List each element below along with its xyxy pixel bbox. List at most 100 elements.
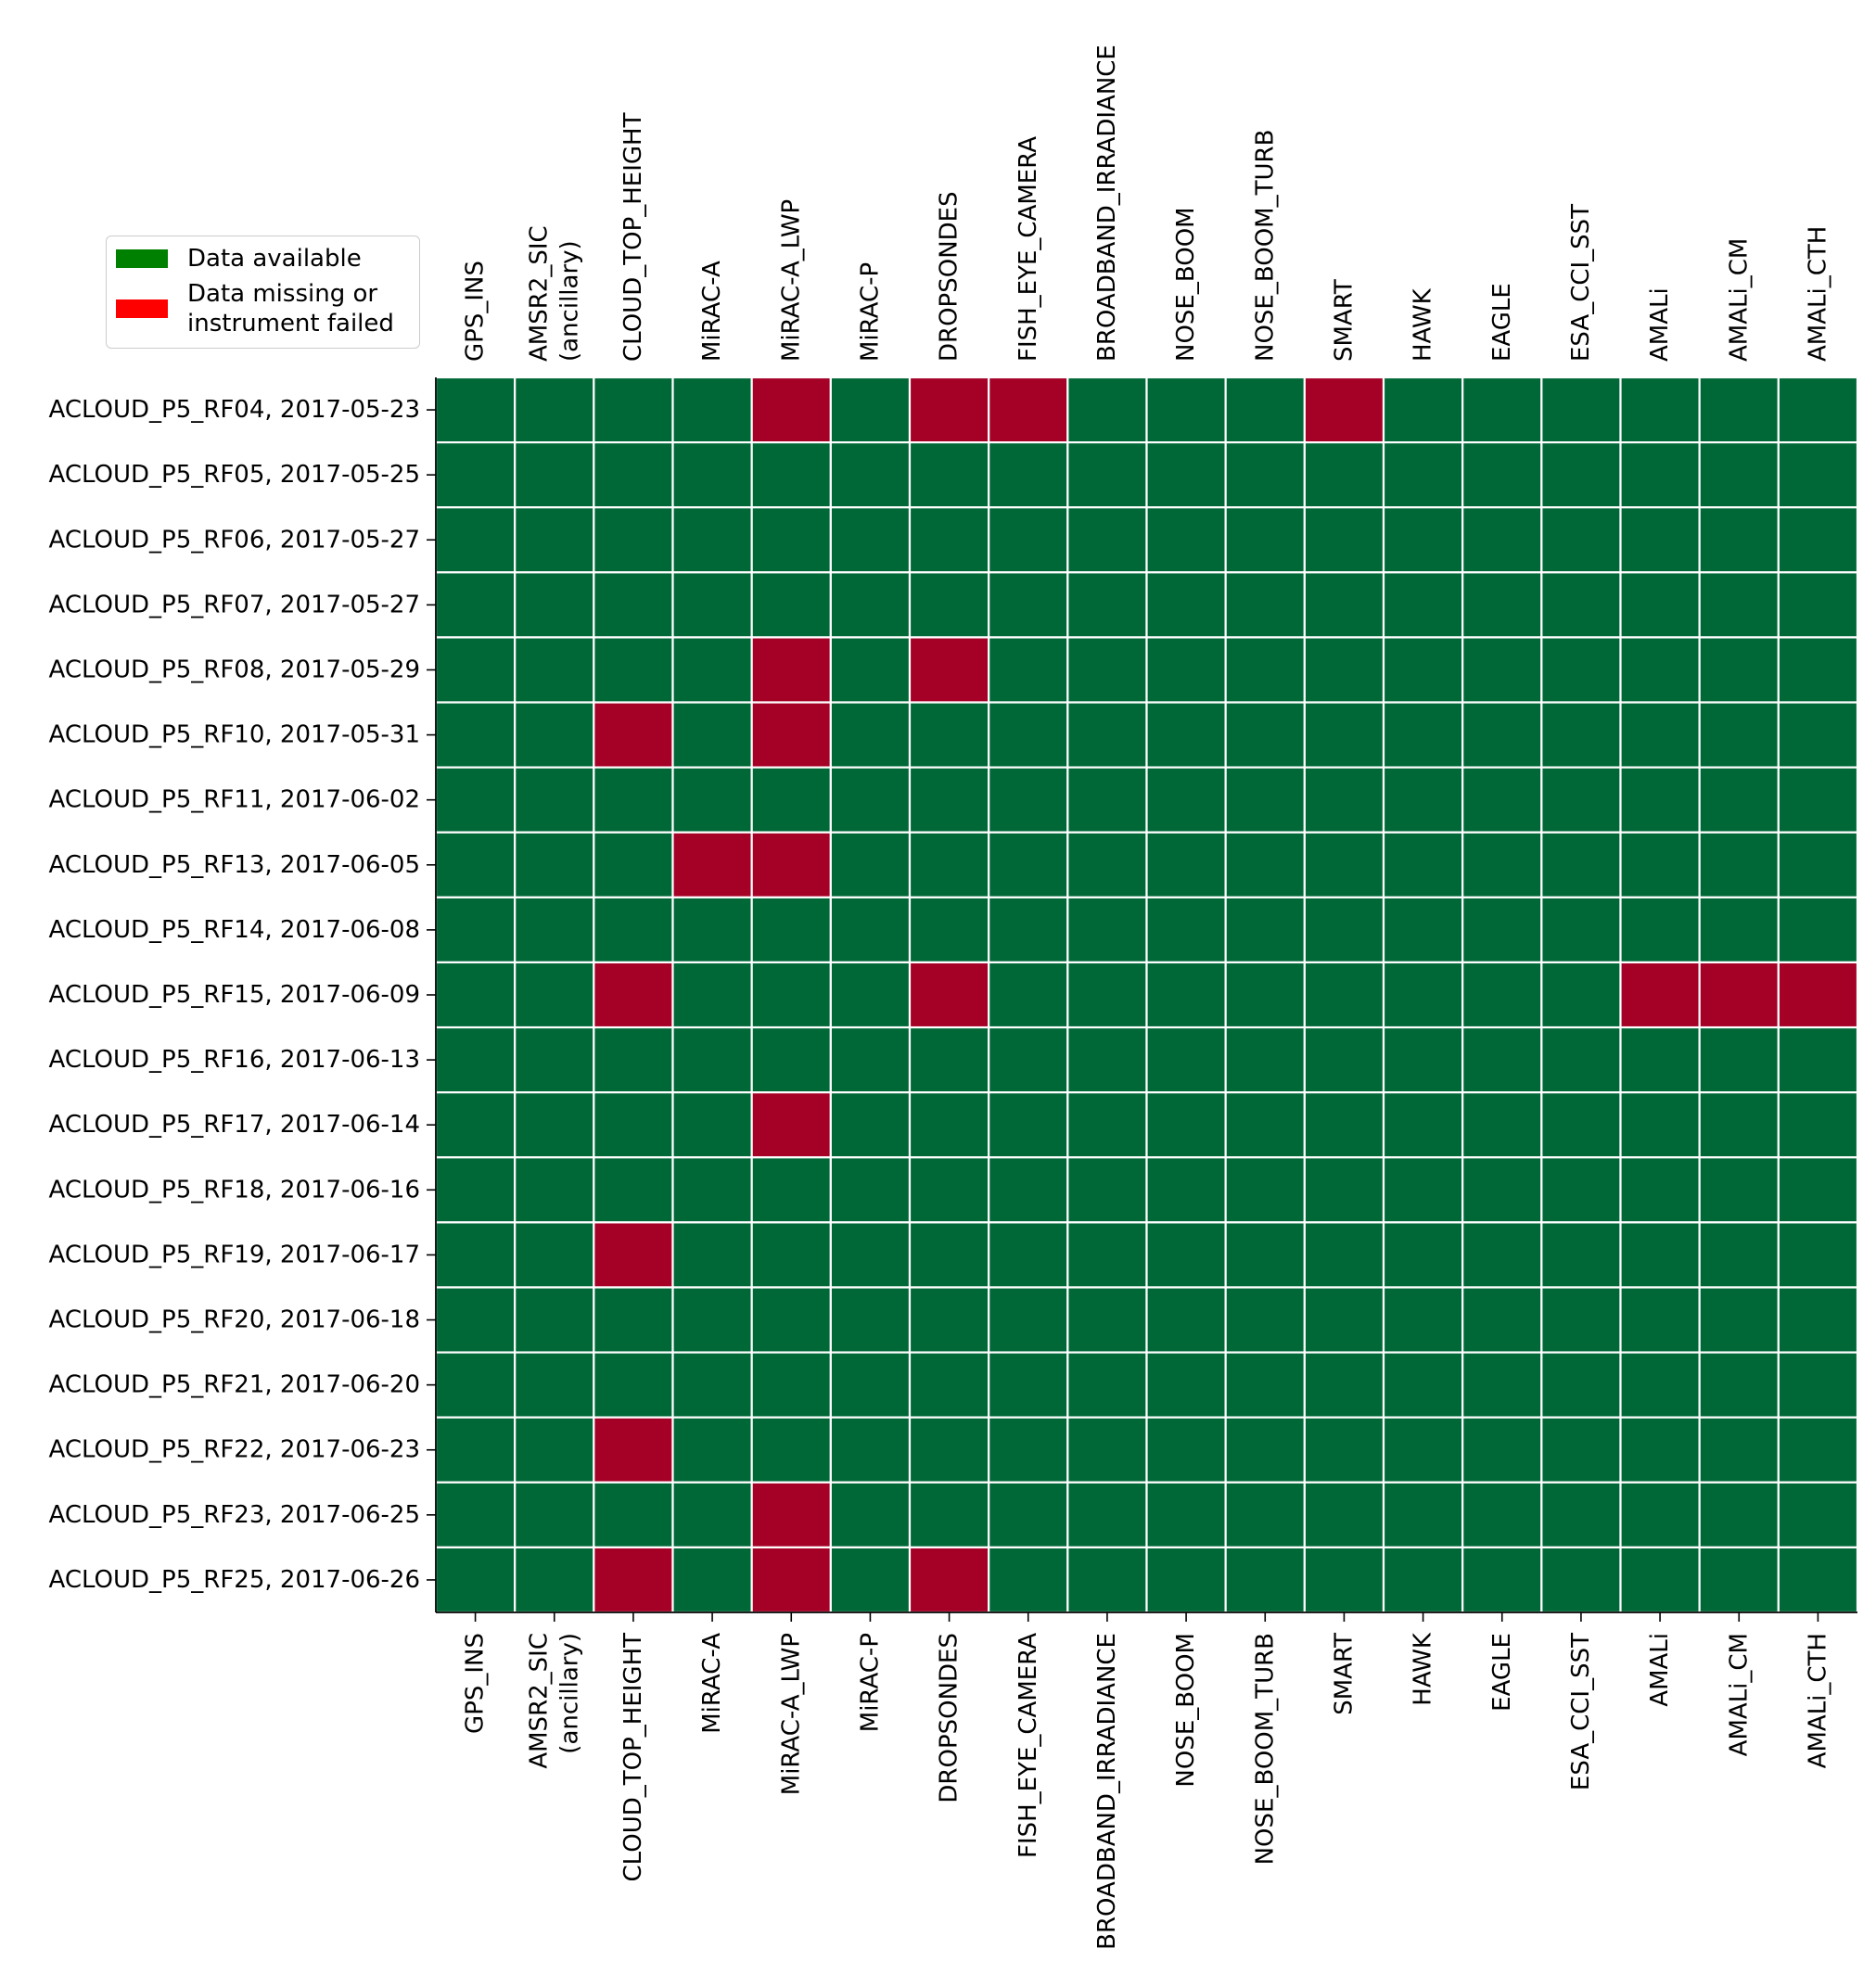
column-label-top: AMALi xyxy=(1646,287,1674,362)
cell-available xyxy=(1066,831,1148,898)
cell-available xyxy=(1619,506,1701,574)
cell-available xyxy=(1777,1416,1859,1484)
cell-available xyxy=(1145,376,1227,444)
cell-available xyxy=(1540,701,1622,769)
cell-available xyxy=(514,376,595,444)
column-label-bottom: FISH_EYE_CAMERA xyxy=(1015,1633,1042,1858)
legend-swatch-available xyxy=(116,249,168,268)
cell-available xyxy=(1145,1351,1227,1419)
cell-available xyxy=(1619,701,1701,769)
cell-missing xyxy=(1698,961,1780,1029)
cell-available xyxy=(1382,766,1464,834)
cell-available xyxy=(750,506,832,574)
column-label-bottom: NOSE_BOOM xyxy=(1172,1633,1200,1788)
cell-available xyxy=(514,1546,595,1614)
cell-available xyxy=(1224,1091,1306,1159)
cell-available xyxy=(1540,441,1622,509)
cell-available xyxy=(1145,896,1227,964)
cell-available xyxy=(1303,506,1385,574)
row-labels: ACLOUD_P5_RF04, 2017-05-23 ACLOUD_P5_RF05… xyxy=(48,396,420,1594)
cell-available xyxy=(514,701,595,769)
cell-available xyxy=(1145,1481,1227,1549)
cell-available xyxy=(1777,831,1859,898)
cell-available xyxy=(1145,961,1227,1029)
cell-available xyxy=(1777,506,1859,574)
cell-available xyxy=(1777,376,1859,444)
cell-available xyxy=(1777,1286,1859,1354)
cell-available xyxy=(1698,896,1780,964)
cell-available xyxy=(514,1091,595,1159)
cell-available xyxy=(750,766,832,834)
cell-available xyxy=(908,831,990,898)
cell-available xyxy=(1698,831,1780,898)
cell-available xyxy=(514,766,595,834)
row-label: ACLOUD_P5_RF20, 2017-06-18 xyxy=(48,1306,420,1334)
column-label-bottom: AMALi xyxy=(1646,1633,1674,1707)
cell-available xyxy=(1224,1286,1306,1354)
cell-available xyxy=(671,1025,753,1094)
cell-available xyxy=(988,1221,1069,1289)
cell-missing xyxy=(988,376,1069,444)
cell-available xyxy=(1540,831,1622,898)
cell-available xyxy=(1461,701,1543,769)
row-label: ACLOUD_P5_RF14, 2017-06-08 xyxy=(48,916,420,944)
cell-available xyxy=(1066,896,1148,964)
column-label-top: NOSE_BOOM xyxy=(1172,207,1200,362)
cell-available xyxy=(988,1546,1069,1614)
cell-missing xyxy=(750,701,832,769)
cell-available xyxy=(1461,896,1543,964)
cell-available xyxy=(829,1156,912,1224)
cell-available xyxy=(1619,1481,1701,1549)
cell-missing xyxy=(1303,376,1385,444)
cell-available xyxy=(1303,1221,1385,1289)
cell-available xyxy=(1619,1286,1701,1354)
cell-missing xyxy=(1777,961,1859,1029)
cell-available xyxy=(1540,766,1622,834)
cell-available xyxy=(1303,701,1385,769)
cell-available xyxy=(514,1481,595,1549)
cell-available xyxy=(1619,1546,1701,1614)
cell-available xyxy=(829,961,912,1029)
cell-available xyxy=(1619,896,1701,964)
cell-available xyxy=(908,571,990,639)
cell-available xyxy=(1382,701,1464,769)
cell-available xyxy=(1303,766,1385,834)
cell-available xyxy=(1224,766,1306,834)
cell-available xyxy=(1461,766,1543,834)
cell-missing xyxy=(750,1091,832,1159)
cell-available xyxy=(1382,1416,1464,1484)
cell-available xyxy=(593,831,674,898)
cell-missing xyxy=(908,961,990,1029)
cell-available xyxy=(1698,1286,1780,1354)
cell-available xyxy=(1224,701,1306,769)
column-label-bottom: NOSE_BOOM_TURB xyxy=(1251,1633,1279,1865)
cell-available xyxy=(1540,1351,1622,1419)
cell-available xyxy=(434,571,517,639)
cell-available xyxy=(1461,1025,1543,1094)
cell-available xyxy=(1540,961,1622,1029)
cell-available xyxy=(434,1481,517,1549)
column-label-bottom: SMART xyxy=(1330,1633,1358,1715)
cell-available xyxy=(908,1481,990,1549)
cell-available xyxy=(1461,961,1543,1029)
cell-available xyxy=(514,896,595,964)
cell-missing xyxy=(908,1546,990,1614)
cell-available xyxy=(1382,506,1464,574)
cell-missing xyxy=(750,376,832,444)
cell-available xyxy=(671,636,753,704)
cell-available xyxy=(1145,1091,1227,1159)
cell-available xyxy=(1698,1221,1780,1289)
cell-available xyxy=(434,506,517,574)
cell-available xyxy=(514,506,595,574)
cell-available xyxy=(434,961,517,1029)
cell-available xyxy=(1777,1091,1859,1159)
cell-available xyxy=(1540,1546,1622,1614)
cell-available xyxy=(1777,1351,1859,1419)
cell-available xyxy=(434,896,517,964)
column-label-bottom: AMSR2_SIC xyxy=(525,1633,553,1769)
cell-available xyxy=(1145,1286,1227,1354)
cell-available xyxy=(1698,766,1780,834)
cell-available xyxy=(1540,1416,1622,1484)
cell-available xyxy=(434,831,517,898)
cell-available xyxy=(514,1416,595,1484)
